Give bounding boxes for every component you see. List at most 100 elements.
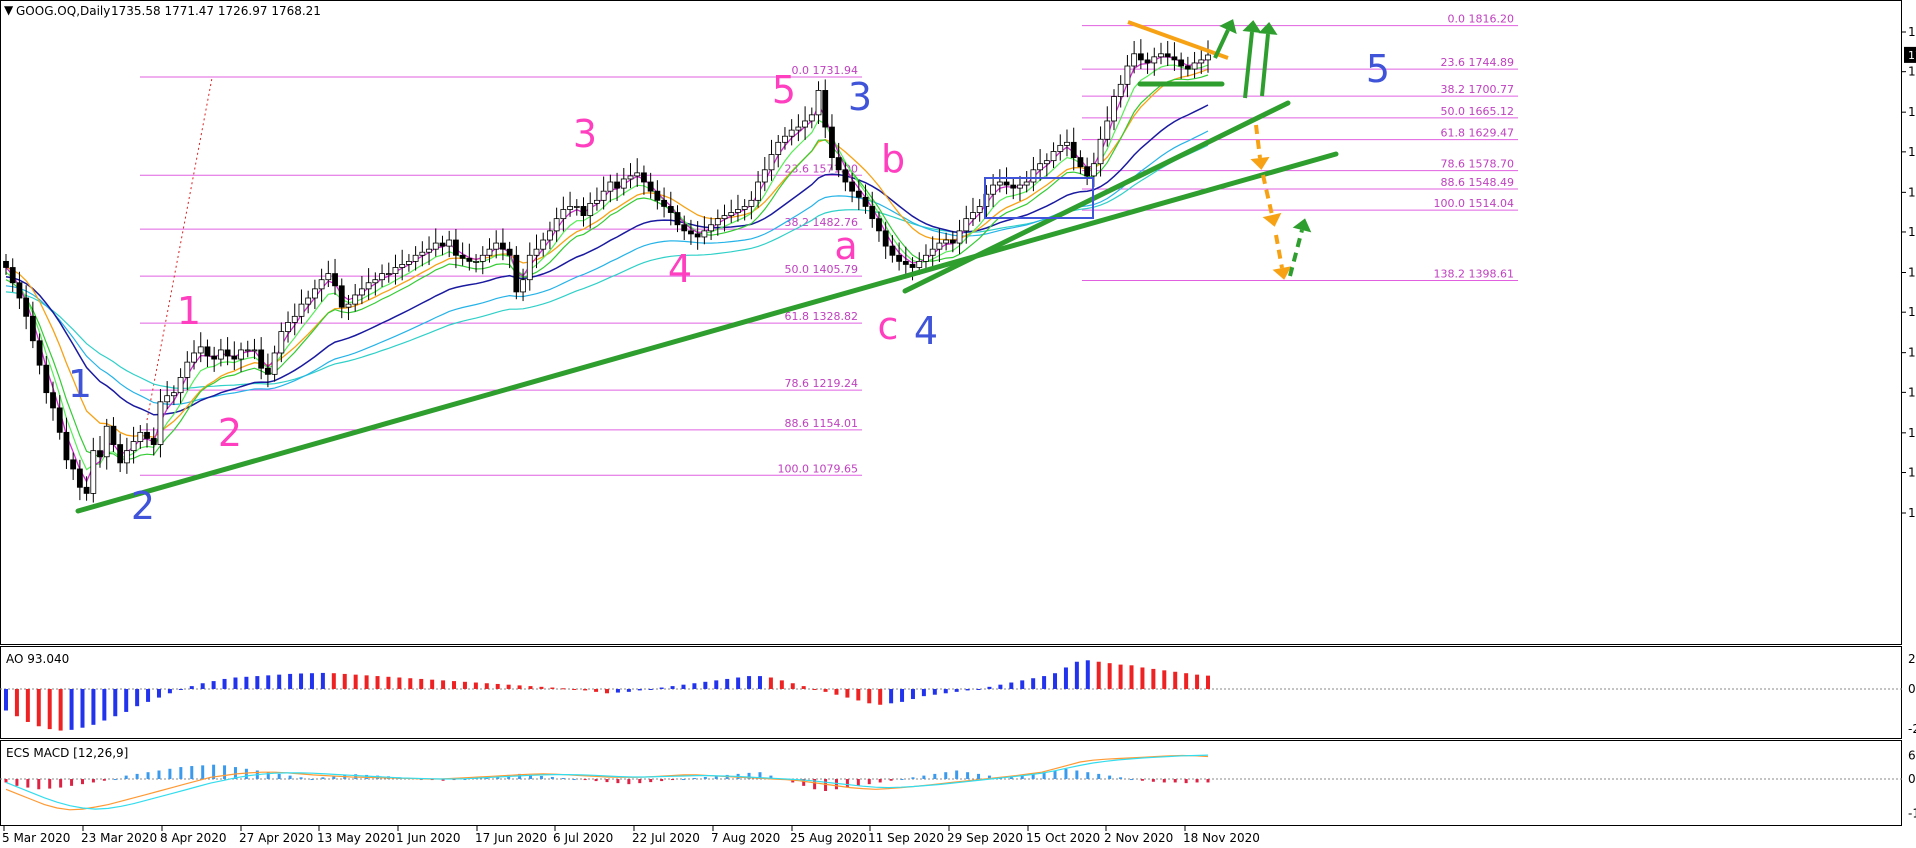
ao-bar: [594, 688, 599, 692]
consolidation-box: [984, 177, 1094, 219]
ao-bar: [124, 688, 129, 712]
ao-bar: [441, 680, 446, 689]
ao-bar: [812, 688, 817, 690]
candle-body: [1090, 163, 1097, 177]
ao-bar: [736, 677, 741, 689]
y-tick-label: 1609.40: [1908, 145, 1916, 159]
candle-body: [137, 431, 144, 442]
ao-bar: [277, 674, 282, 689]
fib-label-right: 61.8 1629.47: [1441, 127, 1514, 140]
macd-histogram-bar: [539, 775, 543, 780]
ao-bar: [976, 688, 981, 690]
candle-body: [1158, 53, 1164, 58]
wave-label-blue-5: 5: [1366, 47, 1390, 91]
ao-bar: [703, 681, 708, 689]
candle-body: [291, 315, 298, 323]
wave-label-pink-b: b: [881, 137, 905, 181]
candle-body: [325, 273, 332, 281]
ao-bar: [495, 683, 500, 689]
candle-body: [674, 212, 681, 226]
y-tick-label: 1543.10: [1908, 185, 1916, 199]
candle-body: [231, 355, 238, 360]
macd-tick-label: 0.00: [1908, 772, 1916, 786]
ao-bar: [69, 688, 74, 730]
candle-body: [573, 206, 580, 208]
candle-body: [479, 254, 486, 262]
candle-body: [338, 285, 345, 308]
candle-body: [782, 135, 788, 143]
candle-body: [553, 218, 560, 232]
candle-body: [56, 407, 63, 433]
candle-body: [923, 254, 929, 262]
ao-bar: [790, 683, 795, 689]
ema-green-line: [5, 74, 1209, 461]
candle-body: [1097, 138, 1104, 165]
macd-histogram-bar: [1151, 779, 1155, 782]
ao-bar: [473, 682, 478, 689]
candle-body: [822, 90, 829, 128]
candle-body: [385, 273, 392, 275]
candle-body: [110, 425, 117, 445]
macd-histogram-bar: [124, 775, 128, 780]
bearish-arrow-3: [1274, 234, 1284, 269]
macd-histogram-bar: [70, 779, 74, 786]
ao-bar: [659, 687, 664, 689]
candle-body: [453, 239, 459, 256]
ao-bar: [353, 674, 358, 689]
candle-body: [547, 230, 553, 241]
macd-histogram-bar: [692, 778, 696, 780]
macd-histogram-bar: [321, 777, 325, 780]
ao-bar: [47, 688, 52, 730]
macd-histogram-bar: [1140, 779, 1144, 781]
candle-body: [506, 248, 513, 256]
macd-histogram-bar: [572, 779, 576, 781]
fib-label-left: 88.6 1154.01: [785, 417, 858, 430]
ao-bar: [386, 676, 391, 689]
ao-bar: [626, 688, 631, 692]
macd-histogram-bar: [1130, 779, 1134, 781]
x-tick-label: 1 Jun 2020: [396, 831, 461, 845]
candle-body: [540, 239, 547, 250]
ao-bar: [757, 676, 762, 689]
candle-body: [305, 297, 312, 305]
x-tick-label: 18 Nov 2020: [1183, 831, 1260, 845]
macd-histogram-bar: [955, 770, 959, 780]
candle-body: [996, 181, 1003, 186]
macd-header: ECS MACD [12,26,9]: [6, 746, 128, 760]
fib-label-left: 61.8 1328.82: [785, 310, 858, 323]
macd-histogram-bar: [1031, 773, 1035, 780]
candle-body: [1164, 53, 1171, 58]
candle-body: [876, 218, 882, 232]
candle-body: [594, 199, 600, 204]
candle-body: [1124, 65, 1131, 85]
bearish-arrow-1-head: [1250, 156, 1270, 170]
candle-body: [1111, 96, 1117, 122]
fib-label-right: 0.0 1816.20: [1448, 13, 1514, 26]
macd-histogram-bar: [671, 779, 675, 781]
candle-body: [694, 233, 701, 238]
ao-tick-label: -279.539: [1908, 722, 1916, 736]
ao-bar: [156, 688, 161, 698]
macd-histogram-bar: [113, 779, 117, 781]
macd-histogram-bar: [583, 779, 587, 781]
wave-label-pink-a: a: [834, 224, 857, 268]
candle-body: [956, 230, 963, 244]
y-tick-label: 1017.90: [1908, 506, 1916, 520]
ao-bar: [299, 673, 304, 689]
header-marker[interactable]: ▼: [4, 3, 14, 17]
macd-tick-label: -100.8666: [1908, 806, 1916, 820]
candle-body: [929, 248, 936, 256]
candle-body: [97, 450, 103, 458]
candle-body: [1171, 56, 1178, 61]
candle-body: [802, 120, 808, 128]
candle-body: [1151, 56, 1158, 64]
ao-bar: [178, 688, 183, 690]
ao-bar: [856, 688, 861, 701]
macd-histogram-bar: [332, 775, 336, 780]
x-tick-label: 29 Sep 2020: [947, 831, 1023, 845]
macd-histogram-bar: [310, 779, 314, 781]
macd-histogram-bar: [80, 779, 84, 785]
macd-histogram-bar: [681, 779, 685, 781]
ao-bar: [1074, 661, 1079, 689]
